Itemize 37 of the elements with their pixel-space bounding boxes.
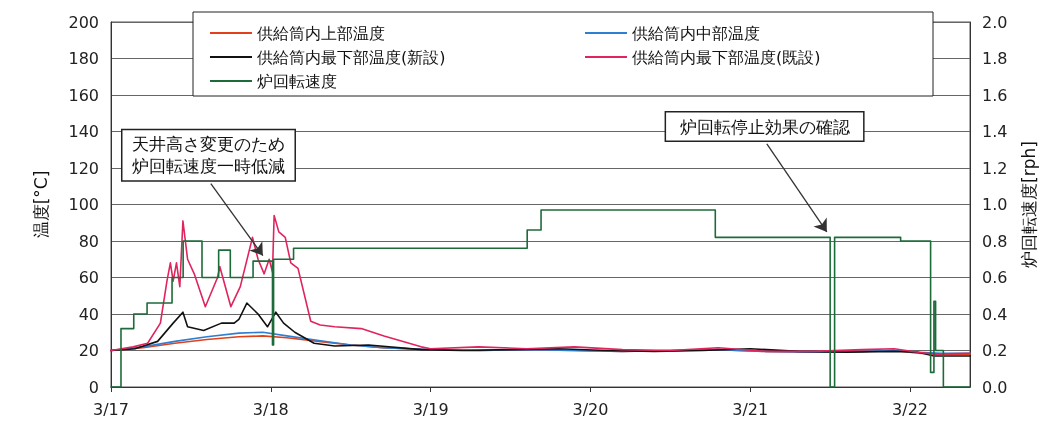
legend-label: 供給筒内上部温度 [257, 23, 385, 43]
y2-tick-label: 1.0 [982, 195, 1008, 214]
y-tick-label: 200 [68, 12, 99, 32]
legend-label: 炉回転速度 [257, 71, 337, 91]
y-tick-label: 20 [78, 341, 99, 360]
y2-tick-label: 0.4 [982, 304, 1008, 324]
x-tick-label: 3/21 [732, 399, 769, 419]
y-tick-label: 100 [68, 195, 99, 214]
y2-axis-title: 炉回転速度[rph] [1018, 141, 1039, 268]
legend-label: 供給筒内中部温度 [632, 23, 760, 43]
annotation: 炉回転停止効果の確認 [679, 116, 850, 137]
legend-label: 供給筒内最下部温度(新設) [257, 47, 446, 67]
y2-tick-label: 1.8 [982, 49, 1008, 68]
y2-tick-label: 0.8 [982, 231, 1008, 251]
y2-tick-label: 0.2 [982, 341, 1008, 360]
y-tick-label: 160 [68, 85, 99, 105]
x-tick-label: 3/18 [252, 399, 289, 419]
y-tick-label: 0 [88, 377, 99, 397]
y2-tick-label: 0.0 [982, 377, 1008, 397]
y2-tick-label: 1.2 [982, 158, 1008, 178]
legend-label: 供給筒内最下部温度(既設) [632, 47, 821, 67]
x-tick-label: 3/17 [93, 399, 129, 419]
x-tick-label: 3/22 [892, 399, 929, 419]
y-tick-label: 120 [68, 158, 99, 178]
y-tick-label: 180 [68, 49, 99, 68]
x-tick-label: 3/19 [412, 399, 449, 419]
y2-tick-label: 0.6 [982, 268, 1008, 287]
annotation: 天井高さ変更のため炉回転速度一時低減 [131, 134, 285, 177]
y2-tick-label: 1.4 [982, 122, 1008, 141]
y-axis-title: 温度[°C] [30, 170, 51, 239]
y-tick-label: 140 [68, 122, 99, 141]
y-tick-label: 40 [78, 304, 99, 324]
y-tick-label: 60 [78, 268, 99, 287]
x-tick-label: 3/20 [572, 399, 609, 419]
y2-tick-label: 1.6 [982, 85, 1008, 105]
y-tick-label: 80 [78, 231, 99, 251]
y2-tick-label: 2.0 [982, 12, 1008, 32]
